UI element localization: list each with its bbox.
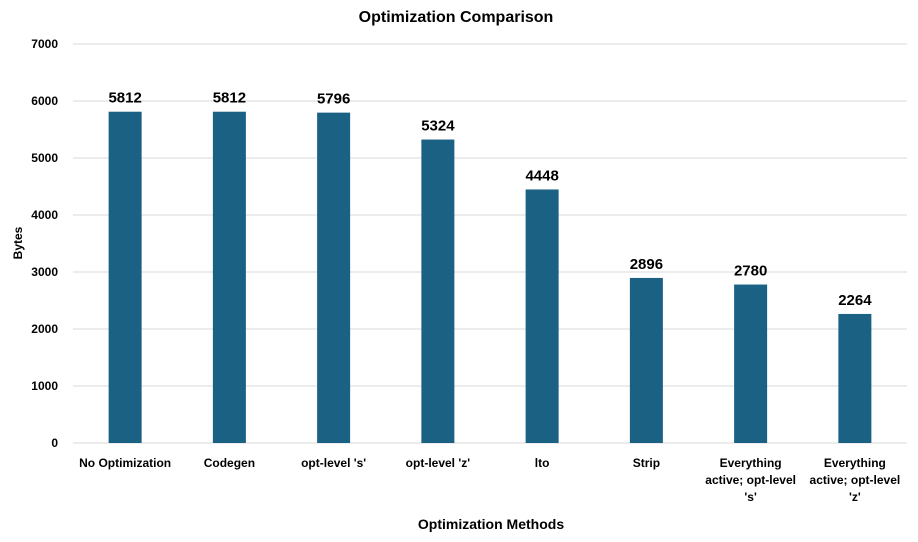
- x-tick-label-line: lto: [535, 456, 550, 470]
- bar: [421, 139, 455, 444]
- y-tick-label: 4000: [31, 208, 58, 222]
- data-label: 5812: [108, 90, 141, 107]
- x-axis-ticks: No Optimization Codegen opt-level 's' opt-l…: [79, 456, 900, 504]
- bar: [838, 313, 872, 443]
- x-axis-title: Optimization Methods: [418, 516, 564, 532]
- bar: [629, 277, 663, 443]
- y-tick-label: 3000: [31, 265, 58, 279]
- y-tick-label: 6000: [31, 94, 58, 108]
- x-tick-label: Everything active; opt-level 's': [705, 456, 796, 504]
- data-label: 5324: [421, 118, 455, 135]
- bar: [212, 111, 246, 443]
- gridlines: [73, 43, 907, 444]
- x-tick-label: opt-level 's': [301, 456, 366, 470]
- y-axis-title: Bytes: [11, 226, 25, 259]
- x-tick-label-line: opt-level 'z': [406, 456, 471, 470]
- x-tick-label: lto: [535, 456, 550, 470]
- x-tick-label-line: No Optimization: [79, 456, 171, 470]
- x-tick-label-line: Strip: [633, 456, 660, 470]
- data-label: 2896: [630, 256, 663, 273]
- x-tick-label-line: active; opt-level: [705, 473, 796, 487]
- x-tick-label: No Optimization: [79, 456, 171, 470]
- data-label: 2780: [734, 263, 767, 280]
- x-tick-label: Strip: [633, 456, 660, 470]
- chart-title: Optimization Comparison: [359, 9, 554, 26]
- data-label: 5796: [317, 91, 350, 108]
- data-label: 4448: [525, 167, 558, 184]
- bar: [525, 189, 559, 443]
- bars: [108, 111, 872, 444]
- x-tick-label: Everything active; opt-level 'z': [810, 456, 901, 504]
- data-labels: 5812 5812 5796 5324 4448 2896 2780 2264: [108, 90, 872, 309]
- y-tick-label: 1000: [31, 379, 58, 393]
- data-label: 2264: [838, 292, 872, 309]
- y-tick-label: 0: [51, 436, 58, 450]
- x-tick-label: Codegen: [204, 456, 255, 470]
- bar: [317, 112, 351, 444]
- bar: [108, 111, 142, 443]
- x-tick-label-line: active; opt-level: [810, 473, 901, 487]
- y-axis-ticks: 0 1000 2000 3000 4000 5000 6000 7000: [31, 37, 58, 450]
- y-tick-label: 2000: [31, 322, 58, 336]
- x-tick-label-line: Codegen: [204, 456, 255, 470]
- x-tick-label-line: Everything: [720, 456, 782, 470]
- x-tick-label-line: 's': [744, 490, 757, 504]
- x-tick-label-line: 'z': [849, 490, 861, 504]
- x-tick-label: opt-level 'z': [406, 456, 471, 470]
- x-tick-label-line: opt-level 's': [301, 456, 366, 470]
- data-label: 5812: [213, 90, 246, 107]
- bar: [734, 284, 768, 443]
- y-tick-label: 5000: [31, 151, 58, 165]
- y-tick-label: 7000: [31, 37, 58, 51]
- x-tick-label-line: Everything: [824, 456, 886, 470]
